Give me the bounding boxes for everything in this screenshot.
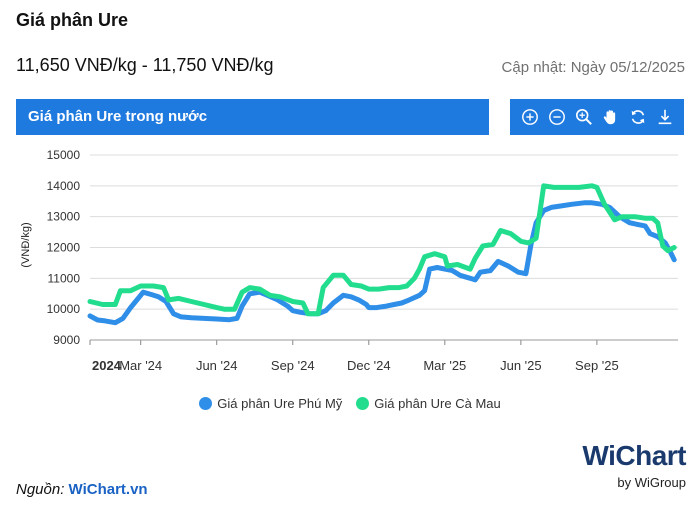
series-line-0[interactable] [87, 200, 677, 326]
legend-label-ca-mau: Giá phân Ure Cà Mau [374, 396, 501, 411]
legend-marker-phu-my [199, 397, 213, 410]
x-tick-label: Mar '25 [423, 358, 466, 373]
chart-legend: Giá phân Ure Phú Mỹ Giá phân Ure Cà Mau [0, 396, 700, 411]
zoom-in-icon[interactable] [519, 106, 541, 128]
x-tick-label: Sep '24 [271, 358, 315, 373]
logo-chart: Chart [615, 440, 686, 471]
x-tick-label: Jun '25 [500, 358, 542, 373]
y-tick-label: 11000 [48, 271, 81, 285]
magnifier-icon[interactable] [573, 106, 595, 128]
y-tick-label: 12000 [47, 241, 81, 255]
source-link[interactable]: WiChart.vn [68, 481, 148, 498]
chart-banner: Giá phân Ure trong nước [16, 99, 489, 135]
chart-banner-label: Giá phân Ure trong nước [28, 108, 208, 125]
y-tick-label: 14000 [47, 179, 81, 193]
legend-label-phu-my: Giá phân Ure Phú Mỹ [217, 396, 343, 411]
page-title: Giá phân Ure [16, 10, 129, 30]
legend-marker-ca-mau [356, 397, 370, 410]
pan-hand-icon[interactable] [600, 106, 622, 128]
source-note: Nguồn: WiChart.vn [16, 481, 148, 498]
x-tick-label: Jun '24 [196, 358, 238, 373]
logo-subtitle: by WiGroup [617, 475, 686, 490]
legend-item-phu-my[interactable]: Giá phân Ure Phú Mỹ [199, 396, 342, 411]
logo-wi: Wi [582, 440, 616, 471]
x-tick-label: 2024 [92, 358, 122, 373]
wichart-logo: WiChart by WiGroup [582, 440, 686, 491]
y-axis-ticks: 9000 10000 11000 12000 13000 14000 15000 [47, 148, 81, 347]
download-icon[interactable] [654, 106, 676, 128]
legend-item-ca-mau[interactable]: Giá phân Ure Cà Mau [356, 396, 501, 411]
source-prefix: Nguồn: [16, 481, 69, 498]
chart-toolbar [510, 99, 684, 135]
x-tick-label: Mar '24 [119, 358, 162, 373]
chart-grid [90, 154, 678, 341]
y-tick-label: 13000 [47, 210, 81, 224]
price-range: 11,650 VNĐ/kg - 11,750 VNĐ/kg [16, 55, 274, 75]
zoom-out-icon[interactable] [546, 106, 568, 128]
y-tick-label: 15000 [47, 148, 81, 162]
reset-icon[interactable] [627, 106, 649, 128]
updated-date: Cập nhật: Ngày 05/12/2025 [501, 59, 685, 76]
y-tick-label: 10000 [47, 302, 81, 316]
y-axis-label: (VNĐ/kg) [20, 222, 32, 267]
x-tick-label: Sep '25 [575, 358, 619, 373]
chart-series [87, 183, 677, 326]
y-tick-label: 9000 [53, 333, 80, 347]
series-line-1[interactable] [87, 183, 677, 317]
x-tick-label: Dec '24 [347, 358, 391, 373]
